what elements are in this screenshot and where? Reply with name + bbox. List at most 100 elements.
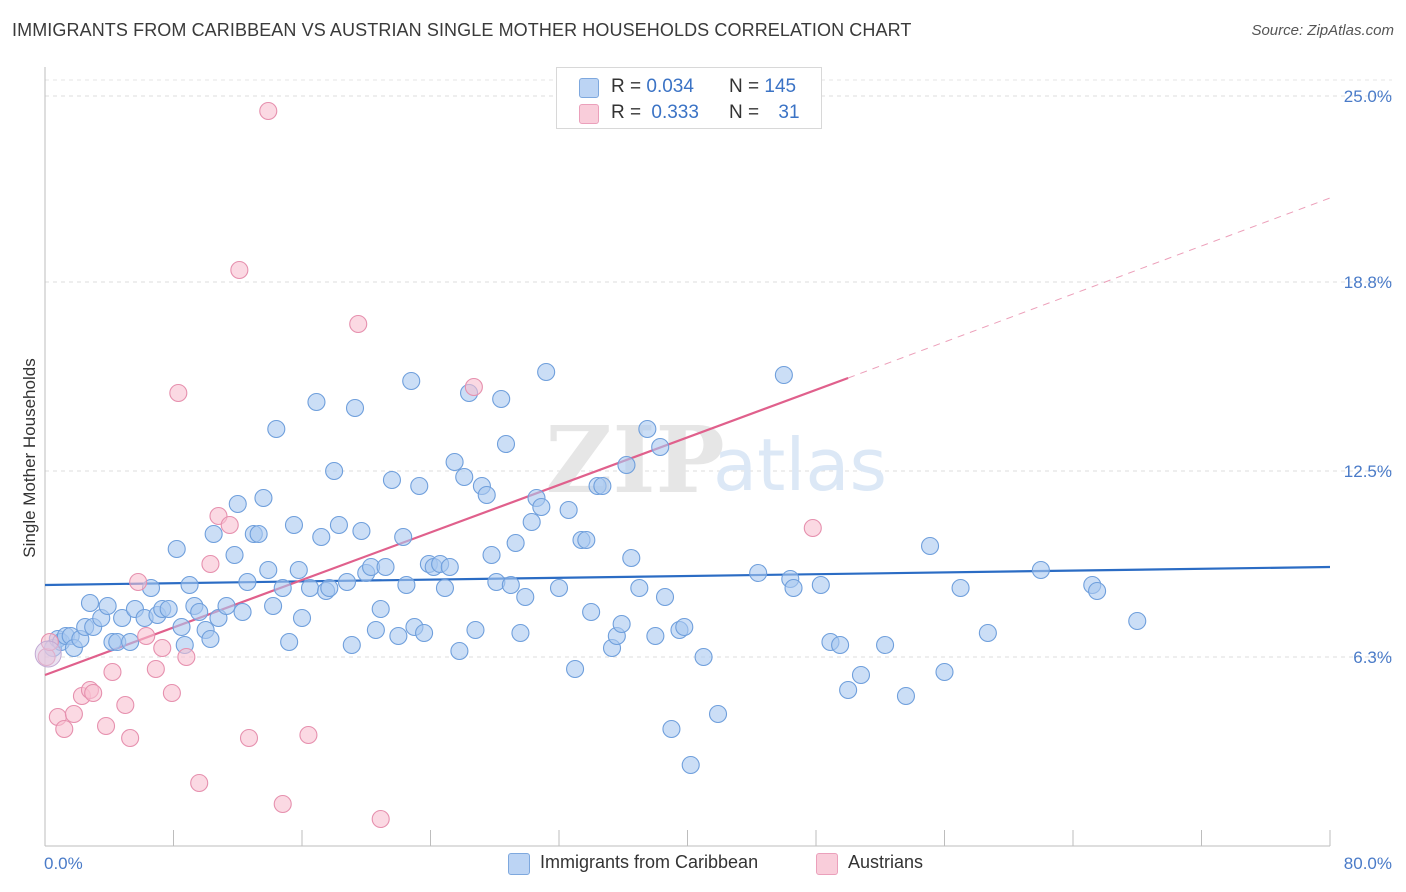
legend-swatch-blue: [579, 78, 599, 98]
caribbean-point: [80, 593, 100, 613]
caribbean-point: [121, 632, 140, 652]
legend-swatch-pink: [579, 104, 599, 124]
caribbean-point: [204, 524, 223, 544]
caribbean-point: [402, 371, 421, 391]
gridlines: [45, 79, 1392, 658]
caribbean-point: [342, 635, 361, 655]
caribbean-point: [1128, 611, 1147, 631]
caribbean-point: [98, 596, 117, 616]
legend-n-label: N =: [729, 102, 765, 123]
caribbean-point: [201, 629, 220, 649]
caribbean-point: [167, 539, 186, 559]
caribbean-point: [180, 575, 199, 595]
caribbean-point: [389, 626, 408, 646]
caribbean-point: [249, 524, 268, 544]
legend-r-label: R =: [611, 76, 647, 97]
caribbean-point: [159, 599, 178, 619]
austrians-point: [129, 572, 148, 592]
caribbean-point: [951, 578, 970, 598]
austrians-point: [259, 101, 278, 121]
caribbean-point: [366, 620, 385, 640]
caribbean-point: [896, 686, 916, 706]
y-tick-label: 25.0%: [1344, 87, 1392, 106]
caribbean-point: [978, 623, 997, 643]
caribbean-point: [273, 578, 292, 598]
austrians-point: [220, 515, 239, 535]
caribbean-point: [371, 599, 390, 619]
data-points: [34, 101, 1147, 829]
austrians-point: [153, 638, 172, 658]
austrians-point: [190, 773, 209, 793]
caribbean-point: [537, 362, 556, 382]
caribbean-point: [511, 623, 530, 643]
austrians-point: [84, 683, 103, 703]
caribbean-point: [638, 419, 657, 439]
austrians-point: [803, 518, 822, 538]
caribbean-point: [662, 719, 681, 739]
legend-swatch-pink: [816, 853, 838, 875]
legend-label: Immigrants from Caribbean: [540, 852, 759, 872]
caribbean-point: [382, 470, 402, 490]
caribbean-point: [749, 563, 768, 583]
austrians-point: [116, 695, 135, 715]
caribbean-point: [267, 419, 286, 439]
caribbean-point: [394, 527, 413, 547]
legend-n-value: 145: [764, 76, 797, 97]
axis-labels: Single Mother Households 6.3% 12.5% 18.8% 2…: [20, 87, 1392, 873]
austrians-point: [464, 377, 483, 397]
caribbean-point: [612, 614, 631, 634]
caribbean-point: [337, 572, 357, 592]
x-tick-label: 0.0%: [44, 854, 83, 873]
caribbean-point: [300, 578, 320, 598]
caribbean-point: [831, 635, 850, 655]
caribbean-point: [496, 434, 516, 454]
y-axis-title: Single Mother Households: [20, 358, 39, 557]
caribbean-point: [522, 512, 541, 532]
caribbean-point: [280, 632, 299, 652]
caribbean-point: [440, 557, 459, 577]
caribbean-point: [675, 617, 694, 637]
caribbean-point: [329, 515, 348, 535]
caribbean-point: [254, 488, 273, 508]
caribbean-point: [811, 575, 830, 595]
watermark-zip: ZIP: [545, 406, 724, 514]
austrians-point: [371, 809, 390, 829]
caribbean-point: [1031, 560, 1050, 580]
austrians-point: [239, 728, 259, 748]
caribbean-point: [312, 527, 331, 547]
legend-n-label: N =: [729, 76, 765, 97]
austrians-point: [103, 662, 122, 682]
x-tick-label: 80.0%: [1344, 854, 1392, 873]
caribbean-point: [217, 596, 236, 616]
caribbean-point: [577, 530, 596, 550]
caribbean-point: [320, 578, 339, 598]
austrians-trend-line: [44, 376, 849, 677]
legend-r-label: R =: [611, 102, 647, 123]
caribbean-point: [482, 545, 501, 565]
caribbean-point: [264, 596, 283, 616]
austrians-point: [162, 683, 181, 703]
caribbean-point: [228, 494, 247, 514]
caribbean-point: [410, 476, 429, 496]
caribbean-point: [238, 572, 257, 592]
caribbean-point: [190, 602, 209, 622]
caribbean-point: [559, 500, 578, 520]
austrians-point: [64, 704, 83, 724]
caribbean-point: [325, 461, 344, 481]
chart-title: IMMIGRANTS FROM CARIBBEAN VS AUSTRIAN SI…: [12, 20, 912, 40]
austrians-point: [121, 728, 140, 748]
watermark-atlas: atlas: [713, 423, 887, 507]
caribbean-point: [851, 665, 871, 685]
caribbean-point: [307, 392, 326, 412]
caribbean-point: [708, 704, 728, 724]
legend-r-value: 0.034: [646, 76, 694, 97]
caribbean-point: [593, 476, 612, 496]
caribbean-point: [172, 617, 191, 637]
caribbean-point: [774, 365, 793, 385]
caribbean-point: [920, 536, 940, 556]
caribbean-point: [935, 662, 954, 682]
caribbean-point: [516, 587, 535, 607]
austrians-point: [299, 725, 318, 745]
caribbean-point: [839, 680, 858, 700]
caribbean-trend-line: [44, 565, 1331, 587]
